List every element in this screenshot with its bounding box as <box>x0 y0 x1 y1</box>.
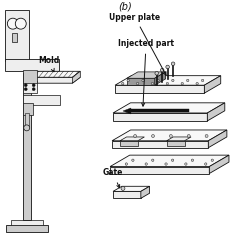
Polygon shape <box>110 155 229 167</box>
Circle shape <box>132 159 134 162</box>
Circle shape <box>24 84 27 87</box>
Polygon shape <box>167 137 191 141</box>
Circle shape <box>171 159 174 162</box>
Bar <box>25 113 29 126</box>
Polygon shape <box>120 137 144 141</box>
Bar <box>23 103 33 115</box>
Bar <box>23 95 60 105</box>
Circle shape <box>15 18 26 29</box>
Circle shape <box>201 79 204 82</box>
Polygon shape <box>167 141 185 146</box>
Circle shape <box>142 79 144 82</box>
Text: Mold: Mold <box>39 56 60 72</box>
Circle shape <box>125 163 127 165</box>
Circle shape <box>169 134 172 138</box>
Circle shape <box>204 163 207 165</box>
Bar <box>23 81 37 93</box>
Polygon shape <box>110 167 209 174</box>
Circle shape <box>121 186 125 190</box>
Circle shape <box>196 82 198 85</box>
Polygon shape <box>29 77 80 83</box>
Polygon shape <box>113 113 207 121</box>
Circle shape <box>166 82 168 85</box>
Circle shape <box>155 72 158 75</box>
Circle shape <box>172 79 174 82</box>
Polygon shape <box>115 85 204 93</box>
Circle shape <box>32 88 35 91</box>
Circle shape <box>24 125 30 131</box>
Circle shape <box>127 79 129 82</box>
Circle shape <box>165 163 167 165</box>
Polygon shape <box>127 72 166 78</box>
Polygon shape <box>204 76 221 93</box>
Circle shape <box>151 134 155 138</box>
Polygon shape <box>141 186 150 198</box>
Circle shape <box>185 163 187 165</box>
Circle shape <box>151 82 154 85</box>
Polygon shape <box>208 130 227 148</box>
Polygon shape <box>207 103 225 121</box>
Bar <box>12 33 17 42</box>
Polygon shape <box>115 76 221 85</box>
Polygon shape <box>120 141 138 146</box>
Circle shape <box>187 134 190 138</box>
Bar <box>23 70 37 83</box>
Polygon shape <box>112 141 208 148</box>
Bar <box>11 220 42 225</box>
Polygon shape <box>113 186 150 191</box>
Polygon shape <box>112 130 227 141</box>
Circle shape <box>166 65 169 69</box>
Circle shape <box>191 159 194 162</box>
Polygon shape <box>127 78 155 85</box>
Polygon shape <box>130 109 189 112</box>
Circle shape <box>181 82 183 85</box>
Text: Injected part: Injected part <box>118 40 174 106</box>
Bar <box>6 225 48 232</box>
Circle shape <box>160 68 164 72</box>
Circle shape <box>186 79 189 82</box>
Circle shape <box>157 79 159 82</box>
Circle shape <box>24 88 27 91</box>
Bar <box>5 10 29 61</box>
Circle shape <box>171 62 175 66</box>
Polygon shape <box>209 155 229 174</box>
Bar <box>5 59 60 71</box>
Circle shape <box>205 134 208 138</box>
Polygon shape <box>155 72 166 85</box>
Text: Gate: Gate <box>103 168 123 188</box>
Text: (b): (b) <box>118 2 132 12</box>
Bar <box>23 73 31 220</box>
Polygon shape <box>29 71 80 77</box>
Text: Upper plate: Upper plate <box>109 13 166 75</box>
Polygon shape <box>113 191 141 198</box>
Circle shape <box>136 82 139 85</box>
Circle shape <box>7 18 18 29</box>
Circle shape <box>211 159 213 162</box>
Circle shape <box>32 84 35 87</box>
Circle shape <box>121 82 124 85</box>
Polygon shape <box>123 108 131 114</box>
Polygon shape <box>113 103 225 113</box>
Circle shape <box>134 134 137 138</box>
Circle shape <box>145 163 147 165</box>
Polygon shape <box>72 71 80 83</box>
Circle shape <box>151 159 154 162</box>
